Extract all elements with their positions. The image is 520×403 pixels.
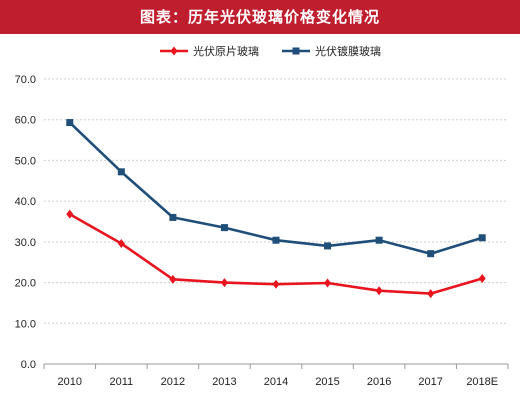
series-2-point (272, 236, 280, 244)
series-2-point (117, 168, 125, 176)
y-tick-label: 10.0 (15, 318, 36, 330)
y-tick-label: 40.0 (15, 196, 36, 208)
x-tick-label: 2013 (212, 376, 236, 388)
series-line-2 (68, 121, 483, 255)
chart-title: 图表：历年光伏玻璃价格变化情况 (139, 8, 380, 26)
axis-layer: 0.0 10.0 20.0 30.0 40.0 50.0 60.0 70.0 2010 2011 2… (15, 74, 509, 388)
series-1-point (478, 274, 486, 283)
y-tick-label: 0.0 (21, 359, 36, 371)
legend-label-1: 光伏原片玻璃 (193, 44, 259, 58)
x-tick-label: 2010 (58, 376, 82, 388)
series-2-point (478, 234, 486, 242)
y-tick-label: 60.0 (15, 115, 36, 127)
series-1-point (324, 278, 332, 288)
y-tick-label: 30.0 (15, 237, 36, 249)
x-tick-label: 2016 (367, 376, 391, 388)
series-2-point (427, 250, 435, 258)
series-layer (66, 119, 486, 299)
x-tick-label: 2015 (315, 376, 339, 388)
series-2-point (324, 242, 332, 250)
legend-marker-2 (292, 47, 300, 55)
series-1-point (169, 274, 177, 284)
x-tick-label: 2017 (418, 376, 442, 388)
legend-label-2: 光伏镀膜玻璃 (315, 44, 381, 58)
series-2-point (169, 213, 177, 221)
series-1-point (272, 279, 280, 289)
legend: 光伏原片玻璃 光伏镀膜玻璃 (160, 44, 381, 58)
x-tick-label: 2012 (161, 376, 185, 388)
title-bar (0, 0, 520, 34)
x-tick-label: 2011 (110, 376, 134, 388)
series-1-point (66, 209, 74, 219)
series-2-point (375, 236, 383, 244)
y-tick-label: 70.0 (15, 74, 36, 86)
legend-marker-1 (170, 46, 178, 56)
series-2-point (66, 119, 74, 127)
x-tick-label: 2014 (264, 376, 288, 388)
series-1-point (427, 289, 435, 299)
series-1-point (375, 286, 383, 296)
series-1-point (220, 278, 228, 288)
y-tick-label: 50.0 (15, 155, 36, 167)
x-tick-label: 2018E (466, 376, 498, 388)
series-1-point (117, 238, 125, 248)
series-2-point (220, 224, 228, 232)
y-tick-label: 20.0 (15, 278, 36, 290)
